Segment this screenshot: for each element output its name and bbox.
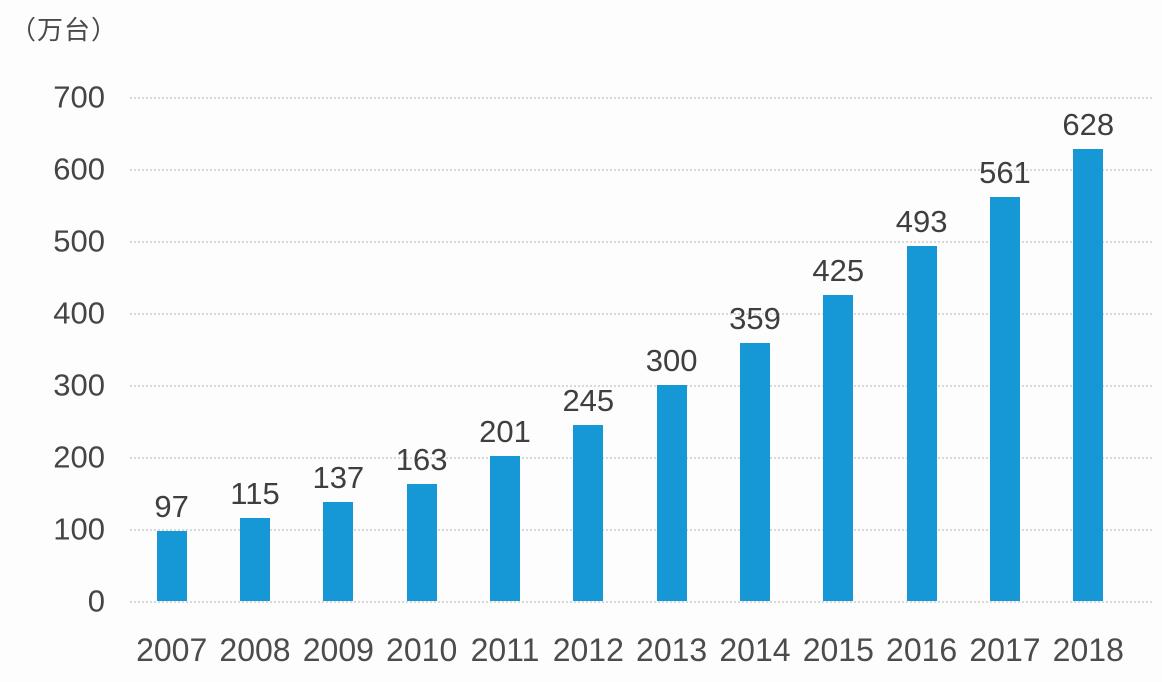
bar-column-2012: 245 (547, 97, 630, 601)
bar-column-2009: 137 (297, 97, 380, 601)
bar-column-2014: 359 (713, 97, 796, 601)
y-axis-unit-label: （万台） (10, 15, 119, 45)
bar-column-2015: 425 (797, 97, 880, 601)
bar (239, 518, 270, 601)
bar-column-2010: 163 (380, 97, 463, 601)
bar-column-2016: 493 (880, 97, 963, 601)
bar-value-label: 137 (312, 460, 365, 496)
x-tick-label: 2009 (302, 632, 374, 668)
x-tick-label: 2015 (802, 632, 874, 668)
bar (1073, 148, 1104, 601)
plot-area: 97 115 137 163 201 245 300 359 425 493 561 628 (130, 97, 1152, 603)
bar (323, 502, 354, 601)
bar-value-label: 300 (645, 343, 698, 378)
bar (489, 456, 520, 601)
y-tick-label: 200 (53, 439, 105, 475)
bar-series: 97 115 137 163 201 245 300 359 425 493 561 628 (130, 97, 1130, 601)
bar (906, 246, 937, 601)
bar-value-label: 163 (395, 441, 448, 477)
x-tick-label: 2018 (1052, 632, 1124, 668)
bar-column-2007: 97 (130, 97, 213, 601)
x-tick-label: 2017 (969, 632, 1041, 668)
y-axis-tick-labels: 0 100 200 300 400 500 600 700 (0, 82, 105, 617)
bar (156, 531, 187, 601)
x-tick-label: 2013 (636, 632, 708, 668)
bar-column-2008: 115 (213, 97, 296, 601)
bar-value-label: 493 (895, 204, 948, 240)
x-tick-label: 2016 (886, 632, 958, 668)
y-tick-label: 300 (53, 367, 105, 403)
gridline-200 (130, 457, 1152, 459)
y-tick-label: 600 (53, 151, 105, 187)
bar-value-label: 628 (1062, 106, 1115, 142)
x-tick-label: 2007 (136, 632, 208, 668)
bar (573, 424, 604, 601)
bar-value-label: 245 (562, 382, 615, 418)
y-tick-label: 500 (53, 223, 105, 259)
y-tick-label: 400 (53, 295, 105, 331)
x-tick-label: 2008 (219, 632, 291, 668)
x-tick-label: 2014 (719, 632, 791, 668)
gridline-600 (130, 169, 1152, 171)
bar (989, 197, 1020, 601)
x-tick-label: 2010 (386, 632, 458, 668)
y-tick-label: 700 (53, 79, 105, 115)
x-tick-label: 2011 (470, 632, 540, 668)
y-tick-label: 0 (87, 583, 105, 619)
gridline-500 (130, 241, 1152, 243)
bar-value-label: 359 (729, 300, 781, 336)
bar-value-label: 201 (479, 414, 531, 450)
y-tick-label: 100 (53, 511, 105, 547)
gridline-700 (130, 97, 1152, 99)
gridline-100 (130, 529, 1152, 531)
bar-value-label: 425 (812, 253, 865, 288)
gridline-400 (130, 313, 1152, 315)
bar-column-2017: 561 (963, 97, 1046, 601)
bar-column-2013: 300 (630, 97, 713, 601)
x-tick-label: 2012 (552, 632, 624, 668)
bar (823, 295, 854, 601)
gridline-0 (130, 601, 1152, 603)
gridline-300 (130, 385, 1152, 387)
bar (739, 342, 770, 601)
bar-column-2018: 628 (1047, 97, 1130, 601)
bar (406, 483, 437, 601)
bar (656, 385, 687, 601)
bar-value-label: 97 (154, 489, 189, 525)
x-axis-tick-labels: 2007 2008 2009 2010 2011 2012 2013 2014 2015 2016… (130, 634, 1130, 666)
bar-value-label: 561 (979, 155, 1031, 191)
bar-column-2011: 201 (463, 97, 546, 601)
bar-value-label: 115 (230, 476, 280, 512)
